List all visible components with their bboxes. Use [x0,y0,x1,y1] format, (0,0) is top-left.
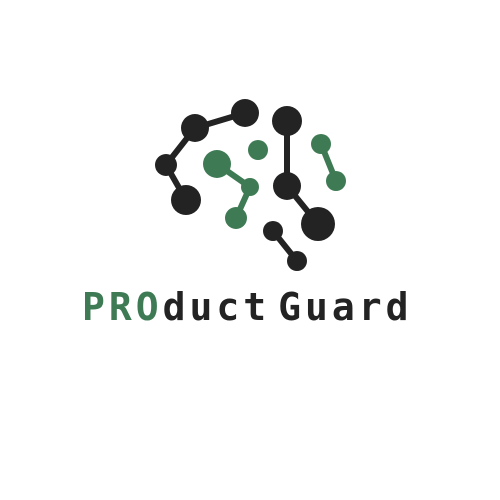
brand-wordmark: PRO duct Guard [82,282,422,332]
wordmark-accent-part: PRO [82,285,163,329]
wordmark-dark-part-1: duct [162,285,271,329]
dark-nodes-center [272,106,335,241]
green-node-pair-right [311,134,346,191]
wordmark-dark-part-2: Guard [278,285,413,329]
dark-nodes-left [155,99,259,215]
green-nodes [203,140,268,229]
dark-node-pair-lower [263,221,307,271]
